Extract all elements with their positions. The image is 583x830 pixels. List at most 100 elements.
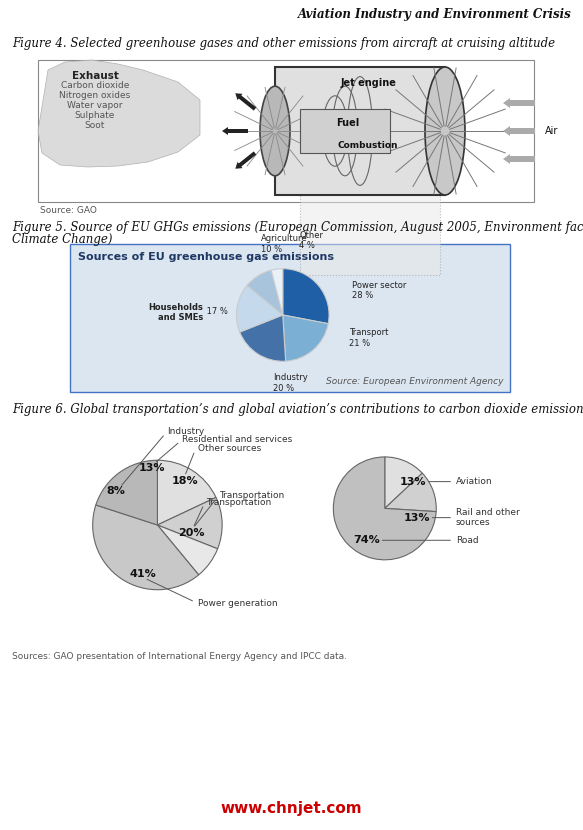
Bar bbox=[38, 60, 534, 202]
Point bbox=[381, 104, 388, 114]
Point bbox=[269, 124, 276, 134]
Point bbox=[447, 126, 454, 136]
Text: Industry
20 %: Industry 20 % bbox=[273, 374, 308, 393]
Bar bbox=[300, 109, 390, 153]
Point bbox=[317, 126, 324, 136]
FancyArrow shape bbox=[236, 93, 257, 110]
Line: 2 pts: 2 pts bbox=[277, 134, 303, 166]
Wedge shape bbox=[333, 457, 436, 559]
Line: 2 pts: 2 pts bbox=[276, 134, 285, 174]
Text: Carbon dioxide: Carbon dioxide bbox=[61, 81, 129, 90]
Point bbox=[452, 189, 459, 199]
Line: 2 pts: 2 pts bbox=[449, 133, 505, 153]
Wedge shape bbox=[385, 457, 422, 508]
Line: 2 pts: 2 pts bbox=[234, 111, 272, 129]
Text: 8%: 8% bbox=[106, 486, 125, 496]
Line: 2 pts: 2 pts bbox=[448, 76, 477, 127]
Point bbox=[262, 169, 269, 179]
Text: 41%: 41% bbox=[130, 569, 157, 579]
Point bbox=[269, 124, 276, 134]
Text: Fuel: Fuel bbox=[336, 118, 360, 128]
Text: Rail and other
sources: Rail and other sources bbox=[456, 508, 519, 527]
Point bbox=[274, 124, 281, 134]
Text: 20%: 20% bbox=[178, 528, 204, 538]
Point bbox=[442, 121, 449, 131]
Point bbox=[473, 71, 480, 81]
Text: Source: European Environment Agency: Source: European Environment Agency bbox=[326, 377, 504, 386]
Point bbox=[274, 127, 281, 137]
Point bbox=[272, 129, 279, 139]
Point bbox=[271, 123, 278, 133]
Text: 13%: 13% bbox=[400, 476, 426, 486]
Line: 2 pts: 2 pts bbox=[385, 109, 440, 129]
Point bbox=[231, 106, 238, 116]
Text: Households
and SMEs: Households and SMEs bbox=[148, 303, 203, 322]
Line: 2 pts: 2 pts bbox=[247, 134, 273, 166]
Point bbox=[227, 126, 234, 136]
Wedge shape bbox=[96, 460, 157, 525]
Point bbox=[473, 182, 480, 192]
Point bbox=[269, 126, 276, 136]
Point bbox=[444, 122, 451, 132]
Point bbox=[312, 106, 319, 116]
Point bbox=[282, 169, 289, 179]
Point bbox=[271, 129, 278, 139]
Line: 2 pts: 2 pts bbox=[449, 109, 505, 129]
Text: Power sector
28 %: Power sector 28 % bbox=[352, 281, 406, 300]
Wedge shape bbox=[237, 286, 283, 332]
Line: 2 pts: 2 pts bbox=[446, 68, 456, 126]
Point bbox=[244, 91, 251, 101]
Text: 13%: 13% bbox=[403, 513, 430, 523]
Line: 2 pts: 2 pts bbox=[434, 68, 444, 126]
Bar bbox=[70, 244, 510, 392]
Text: Soot: Soot bbox=[85, 121, 105, 130]
Text: Aviation Industry and Environment Crisis: Aviation Industry and Environment Crisis bbox=[298, 8, 572, 21]
Text: Figure 4. Selected greenhouse gases and other emissions from aircraft at cruisin: Figure 4. Selected greenhouse gases and … bbox=[12, 37, 555, 50]
Point bbox=[490, 85, 497, 95]
Text: Climate Change): Climate Change) bbox=[12, 233, 113, 246]
Line: 2 pts: 2 pts bbox=[413, 76, 442, 127]
FancyArrow shape bbox=[503, 126, 535, 136]
Text: Agriculture
10 %: Agriculture 10 % bbox=[261, 234, 308, 254]
Point bbox=[430, 189, 437, 199]
Point bbox=[269, 129, 276, 139]
Text: Sources: GAO presentation of International Energy Agency and IPCC data.: Sources: GAO presentation of Internation… bbox=[12, 652, 347, 661]
Point bbox=[409, 182, 416, 192]
Point bbox=[312, 145, 319, 155]
Line: 2 pts: 2 pts bbox=[265, 134, 275, 174]
Text: Road: Road bbox=[456, 536, 479, 544]
Point bbox=[441, 121, 448, 131]
Text: Power generation: Power generation bbox=[198, 599, 277, 608]
Point bbox=[300, 91, 307, 101]
Text: Aviation: Aviation bbox=[456, 477, 493, 486]
Point bbox=[505, 126, 512, 136]
Line: 2 pts: 2 pts bbox=[446, 136, 456, 194]
Line: 2 pts: 2 pts bbox=[396, 90, 441, 128]
Point bbox=[445, 129, 452, 139]
Text: Residential and services: Residential and services bbox=[182, 435, 292, 444]
Text: Air: Air bbox=[545, 126, 559, 136]
FancyArrow shape bbox=[236, 151, 257, 168]
Line: 2 pts: 2 pts bbox=[278, 132, 315, 150]
Line: 2 pts: 2 pts bbox=[234, 132, 272, 150]
Line: 2 pts: 2 pts bbox=[385, 133, 440, 153]
Polygon shape bbox=[38, 60, 200, 167]
Point bbox=[430, 63, 437, 73]
Text: 74%: 74% bbox=[353, 535, 380, 545]
Wedge shape bbox=[283, 315, 328, 361]
Point bbox=[409, 71, 416, 81]
Text: Source: GAO: Source: GAO bbox=[40, 206, 97, 215]
Text: Sulphate: Sulphate bbox=[75, 111, 115, 120]
Bar bbox=[300, 150, 440, 275]
Text: Water vapor: Water vapor bbox=[67, 101, 123, 110]
Wedge shape bbox=[157, 497, 222, 549]
FancyArrow shape bbox=[503, 154, 535, 164]
Wedge shape bbox=[157, 460, 216, 525]
Point bbox=[446, 128, 453, 138]
Point bbox=[445, 123, 452, 133]
Text: 13%: 13% bbox=[139, 463, 166, 473]
Wedge shape bbox=[157, 525, 217, 575]
Point bbox=[381, 148, 388, 158]
Point bbox=[262, 82, 269, 92]
Point bbox=[437, 128, 444, 138]
